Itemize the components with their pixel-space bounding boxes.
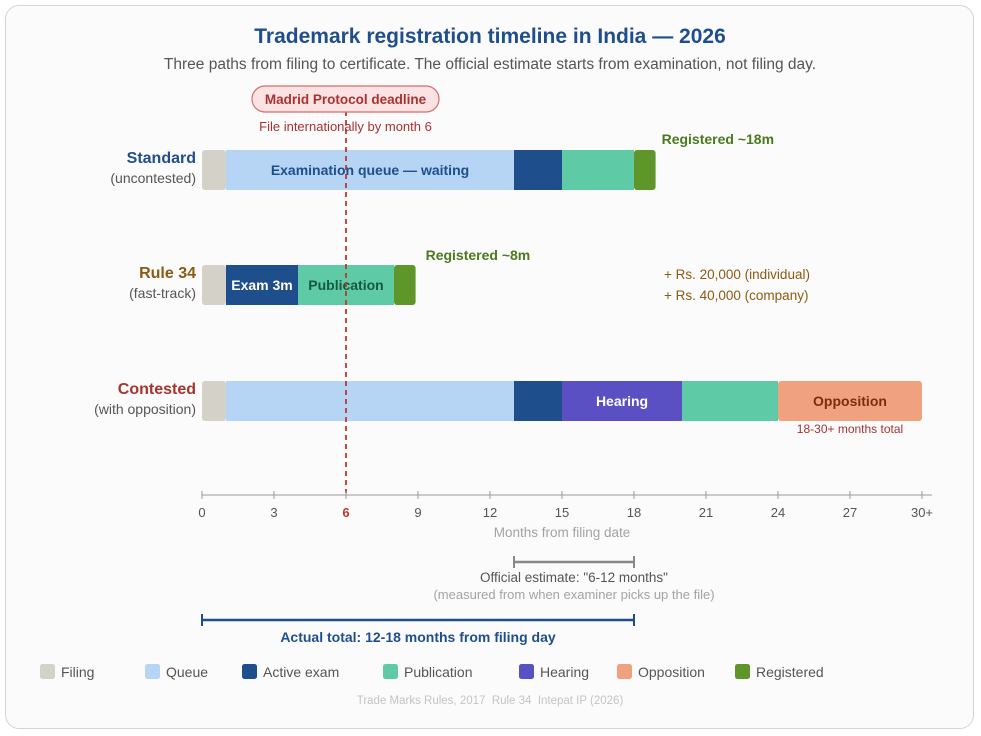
bar-segment-publication [562, 150, 634, 190]
legend-swatch-hearing [519, 664, 534, 679]
bar-segment-opposition [778, 381, 922, 421]
bar-segment-publication [682, 381, 778, 421]
x-tick-label: 24 [771, 505, 785, 520]
row-sublabel: (fast-track) [129, 285, 196, 301]
end-label: Registered ~18m [662, 131, 774, 147]
x-tick-label: 15 [555, 505, 569, 520]
segment-label: Exam 3m [231, 277, 292, 293]
row-label: Rule 34 [139, 265, 196, 282]
legend-label: Active exam [263, 664, 339, 680]
x-tick-label: 30+ [911, 505, 933, 520]
official-estimate-sub: (measured from when examiner picks up th… [433, 587, 714, 602]
bar-segment-filing [202, 265, 226, 305]
segment-label: Opposition [813, 393, 887, 409]
legend-swatch-opposition [617, 664, 632, 679]
row-label: Contested [118, 381, 196, 398]
chart-title: Trademark registration timeline in India… [254, 25, 726, 48]
chart-subtitle: Three paths from filing to certificate. … [164, 56, 816, 73]
timeline-rows: Standard (uncontested) Examination queue —… [94, 131, 922, 436]
legend-label: Filing [61, 664, 94, 680]
row-sublabel: (uncontested) [110, 170, 196, 186]
deadline-marker: Madrid Protocol deadline File internation… [251, 85, 440, 493]
bar-segment-exam [514, 381, 562, 421]
row-sublabel: (with opposition) [94, 401, 196, 417]
bar-segment-exam [226, 265, 298, 305]
legend-label: Opposition [638, 664, 705, 680]
x-tick-label: 3 [270, 505, 277, 520]
fee-note: + Rs. 20,000 (individual) [664, 267, 810, 282]
x-axis-label: Months from filing date [494, 525, 631, 540]
legend-label: Queue [166, 664, 208, 680]
bar-segment-queue [226, 381, 514, 421]
bar-segment-filing [202, 381, 226, 421]
fee-note: + Rs. 40,000 (company) [664, 288, 808, 303]
deadline-title: Madrid Protocol deadline [265, 92, 427, 107]
bar-segment-hearing [562, 381, 682, 421]
legend-label: Publication [404, 664, 473, 680]
legend-swatch-exam [242, 664, 257, 679]
bar-segment-queue [226, 150, 514, 190]
x-tick-label: 21 [699, 505, 713, 520]
x-axis: 0 3 6 9 12 15 18 21 24 27 30+ [198, 491, 933, 520]
chart-card [5, 5, 974, 729]
x-tick-label: 27 [843, 505, 857, 520]
bar-segment-filing [202, 150, 226, 190]
deadline-note: File internationally by month 6 [259, 119, 432, 134]
legend-label: Registered [756, 664, 824, 680]
x-tick-label: 0 [198, 505, 205, 520]
legend-label: Hearing [540, 664, 589, 680]
legend-swatch-queue [145, 664, 160, 679]
x-tick-label: 9 [414, 505, 421, 520]
x-tick-label: 6 [342, 505, 349, 520]
x-tick-label: 12 [483, 505, 497, 520]
bar-segment-exam [514, 150, 562, 190]
segment-label: Examination queue — waiting [271, 162, 469, 178]
end-label: Registered ~8m [426, 247, 531, 263]
segment-label: Hearing [596, 393, 648, 409]
source-note: Trade Marks Rules, 2017 Rule 34 Intepat … [357, 695, 624, 707]
legend-swatch-publication [383, 664, 398, 679]
estimate-ranges: Official estimate: "6-12 months" (measure… [201, 556, 715, 645]
deadline-badge [251, 85, 440, 113]
official-estimate-label: Official estimate: "6-12 months" [480, 570, 668, 585]
bar-segment-registered [394, 265, 416, 305]
x-tick-label: 18 [627, 505, 641, 520]
actual-total-label: Actual total: 12-18 months from filing d… [280, 629, 556, 645]
bar-segment-registered [634, 150, 656, 190]
legend-swatch-filing [40, 664, 55, 679]
row-label: Standard [127, 150, 196, 167]
legend-swatch-registered [735, 664, 750, 679]
legend: Filing Queue Active exam Publication Hearing… [40, 664, 824, 680]
end-label: 18-30+ months total [797, 422, 903, 436]
